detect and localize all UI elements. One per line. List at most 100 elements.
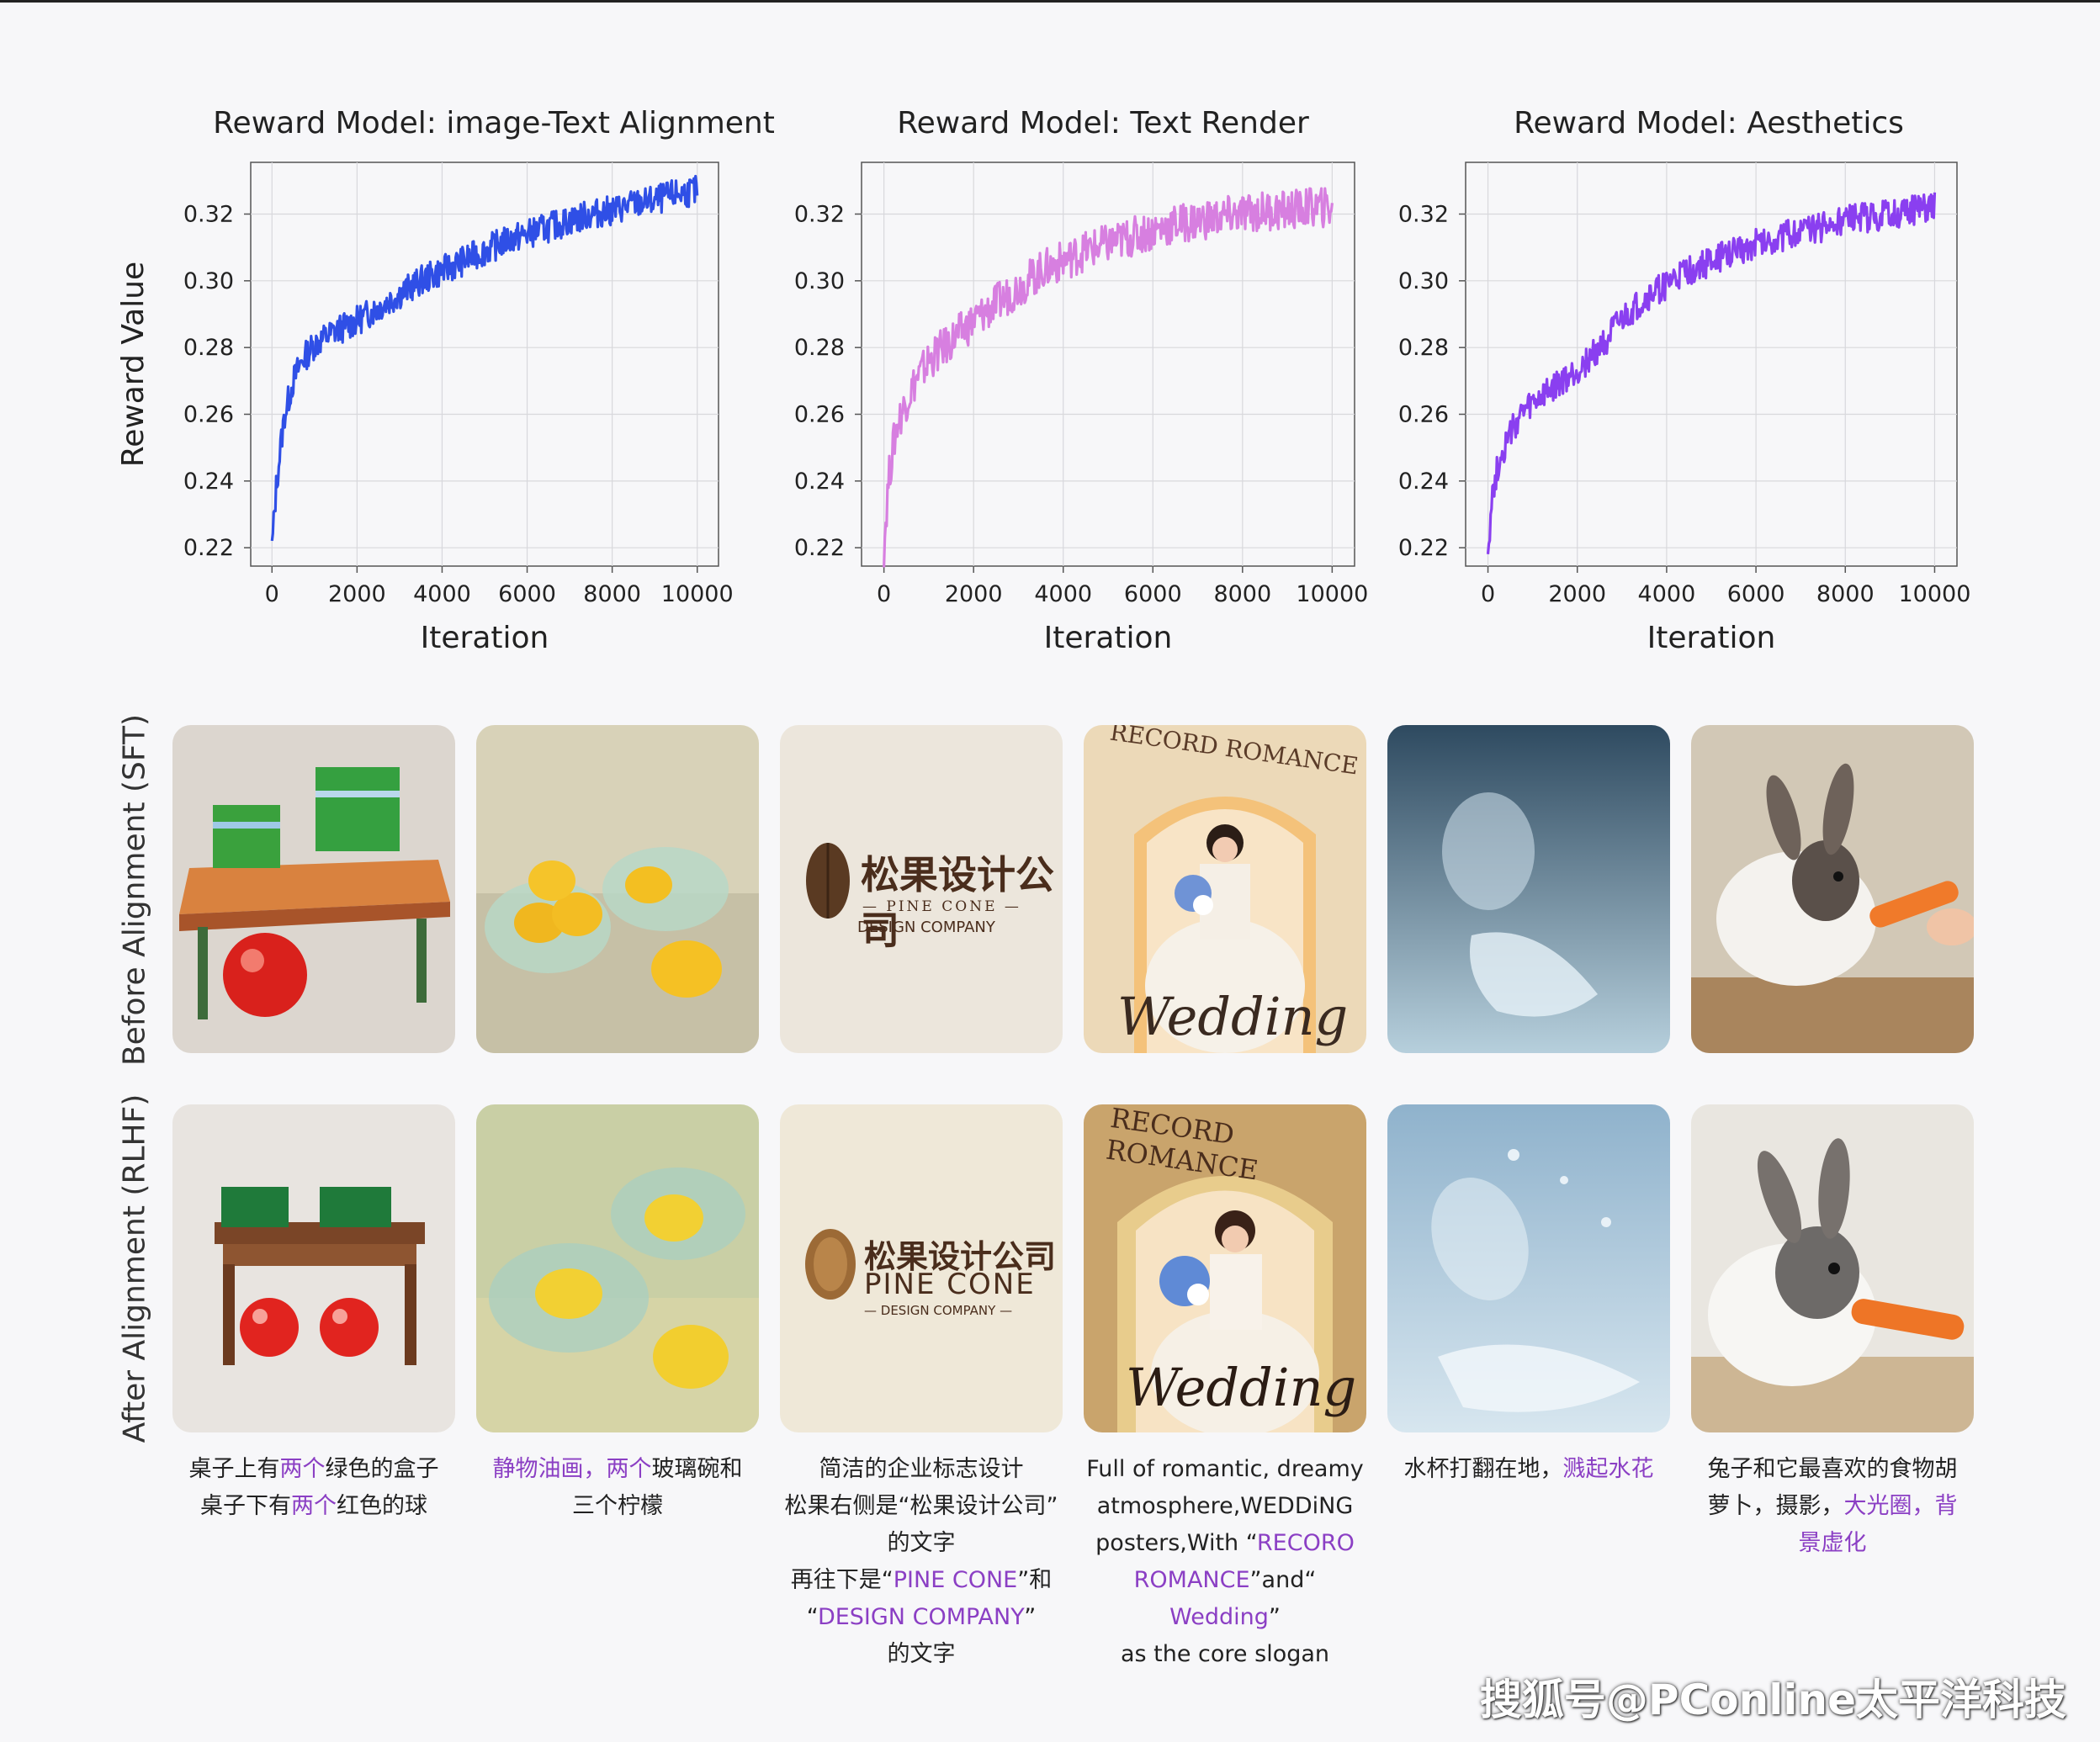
row-label-before: Before Alignment (SFT) [117, 713, 152, 1067]
caption-line: 再往下是“PINE CONE”和 [790, 1567, 1053, 1593]
y-tick-label: 0.28 [794, 335, 845, 361]
y-tick-label: 0.24 [183, 469, 234, 495]
caption-water: 水杯打翻在地，溅起水花 [1386, 1451, 1672, 1488]
x-axis-label: Iteration [1044, 621, 1173, 655]
caption-line: 桌子下有两个红色的球 [200, 1493, 427, 1519]
plot-frame [250, 161, 719, 567]
chart-title: Reward Model: image-Text Alignment [213, 106, 775, 140]
caption-line: 萝卜，摄影，大光圈，背 [1707, 1493, 1958, 1519]
caption-line: atmosphere,WEDDiNG [1096, 1493, 1354, 1519]
y-tick-label: 0.26 [183, 402, 234, 428]
caption-line: 三个柠檬 [572, 1493, 663, 1519]
series-line [270, 174, 699, 542]
caption-logo: 简洁的企业标志设计 松果右侧是“松果设计公司” 的文字 再往下是“PINE CO… [778, 1451, 1064, 1673]
poster-wedding-before: Wedding [1117, 986, 1349, 1047]
caption-line: ROMANCE”and“ [1133, 1567, 1317, 1593]
x-tick-label: 8000 [1816, 581, 1875, 607]
caption-line: 松果右侧是“松果设计公司” [784, 1493, 1058, 1519]
caption-wedding: Full of romantic, dreamy atmosphere,WEDD… [1082, 1451, 1368, 1673]
series-line [1486, 192, 1937, 554]
poster-wedding-after: Wedding [1126, 1357, 1357, 1418]
x-tick-label: 8000 [583, 581, 641, 607]
caption-lemons: 静物油画，两个玻璃碗和 三个柠檬 [475, 1451, 761, 1525]
caption-line: 水杯打翻在地，溅起水花 [1403, 1456, 1654, 1482]
y-tick-label: 0.30 [794, 268, 845, 294]
image-after-logo: 松果设计公司 PINE CONE — DESIGN COMPANY — [780, 1104, 1063, 1432]
logo-pine-cone-small-before: — PINE CONE — [862, 898, 1021, 915]
y-tick-label: 0.28 [1398, 335, 1449, 361]
x-tick-label: 6000 [1727, 581, 1785, 607]
x-tick-label: 10000 [1296, 581, 1368, 607]
image-after-water-glass [1387, 1104, 1670, 1432]
y-tick-label: 0.26 [794, 402, 845, 428]
series-line [883, 187, 1334, 568]
x-tick-label: 2000 [1548, 581, 1606, 607]
y-tick-label: 0.32 [794, 201, 845, 227]
top-border [0, 0, 2100, 3]
y-tick-label: 0.32 [1398, 201, 1449, 227]
caption-line: 桌子上有两个绿色的盒子 [188, 1456, 439, 1482]
image-before-logo: 松果设计公司 — PINE CONE — DESIGN COMPANY [780, 725, 1063, 1053]
image-after-lemons [476, 1104, 759, 1432]
watermark: 搜狐号@PConline太平洋科技 [1479, 1676, 2066, 1724]
y-tick-label: 0.30 [183, 268, 234, 294]
y-tick-label: 0.26 [1398, 402, 1449, 428]
x-axis-label: Iteration [421, 621, 549, 655]
caption-line: 兔子和它最喜欢的食物胡 [1707, 1456, 1958, 1482]
image-before-rabbit [1691, 725, 1974, 1053]
caption-line: Wedding” [1169, 1604, 1281, 1630]
x-tick-label: 10000 [1899, 581, 1971, 607]
y-axis-label: Reward Value [116, 262, 151, 467]
logo-design-company-before: DESIGN COMPANY [857, 919, 995, 936]
x-tick-label: 10000 [661, 581, 734, 607]
image-after-wedding-poster: RECORD ROMANCE Wedding [1084, 1104, 1366, 1432]
image-after-table [172, 1104, 455, 1432]
caption-table: 桌子上有两个绿色的盒子 桌子下有两个红色的球 [171, 1451, 457, 1525]
x-tick-label: 2000 [328, 581, 386, 607]
x-tick-label: 6000 [498, 581, 556, 607]
y-tick-label: 0.24 [1398, 469, 1449, 495]
y-tick-label: 0.22 [794, 535, 845, 561]
plot-frame [861, 161, 1355, 567]
caption-line: 简洁的企业标志设计 [819, 1456, 1024, 1482]
chart-title: Reward Model: Aesthetics [1514, 106, 1904, 140]
x-tick-label: 2000 [945, 581, 1003, 607]
caption-line: Full of romantic, dreamy [1086, 1456, 1364, 1482]
x-tick-label: 0 [877, 581, 891, 607]
y-tick-label: 0.28 [183, 335, 234, 361]
caption-line: 景虚化 [1798, 1530, 1867, 1556]
caption-line: 静物油画，两个玻璃碗和 [492, 1456, 743, 1482]
caption-line: as the core slogan [1120, 1641, 1330, 1667]
image-before-table [172, 725, 455, 1053]
image-before-wedding-poster: RECORD ROMANCE Wedding [1084, 725, 1366, 1053]
y-tick-label: 0.24 [794, 469, 845, 495]
logo-design-company-after: — DESIGN COMPANY — [864, 1303, 1013, 1318]
x-tick-label: 0 [265, 581, 279, 607]
x-tick-label: 4000 [1034, 581, 1092, 607]
caption-line: “DESIGN COMPANY” [806, 1604, 1037, 1630]
y-tick-label: 0.32 [183, 201, 234, 227]
caption-line: 的文字 [887, 1530, 956, 1556]
x-tick-label: 4000 [1638, 581, 1696, 607]
caption-rabbit: 兔子和它最喜欢的食物胡 萝卜，摄影，大光圈，背 景虚化 [1689, 1451, 1975, 1562]
caption-line: 的文字 [887, 1641, 956, 1667]
x-tick-label: 0 [1481, 581, 1495, 607]
logo-pine-cone-big-after: PINE CONE [864, 1268, 1036, 1301]
x-tick-label: 6000 [1124, 581, 1182, 607]
x-tick-label: 4000 [413, 581, 471, 607]
caption-line: posters,With “RECORO [1095, 1530, 1355, 1556]
y-tick-label: 0.30 [1398, 268, 1449, 294]
x-tick-label: 8000 [1213, 581, 1271, 607]
row-label-after: After Alignment (RLHF) [117, 1093, 152, 1443]
x-axis-label: Iteration [1647, 621, 1776, 655]
y-tick-label: 0.22 [1398, 535, 1449, 561]
image-after-rabbit [1691, 1104, 1974, 1432]
plot-frame [1465, 161, 1958, 567]
logo-chinese-before: 松果设计公司 [861, 852, 1054, 953]
image-before-lemons [476, 725, 759, 1053]
chart-title: Reward Model: Text Render [897, 106, 1309, 140]
reward-charts: 0 2000 4000 6000 8000 10000 0.22 0.24 0.26 0.28 0.… [116, 106, 1971, 655]
image-before-water-glass [1387, 725, 1670, 1053]
y-tick-label: 0.22 [183, 535, 234, 561]
logo-chinese-after: 松果设计公司 [864, 1237, 1057, 1275]
